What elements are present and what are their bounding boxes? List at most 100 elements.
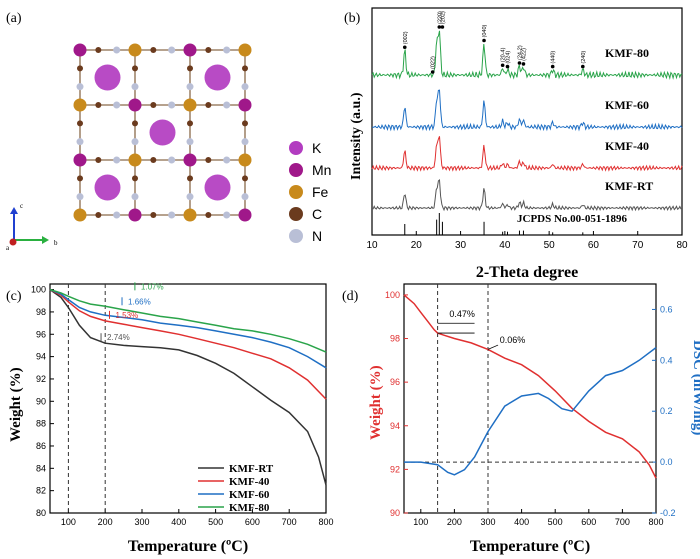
lattice-n-atom (223, 46, 231, 54)
lattice-n-atom (131, 83, 139, 91)
lattice-c-atom (150, 212, 157, 218)
tga-legend-label: KMF-80 (229, 502, 270, 514)
dsc-left-y-tick-label: 96 (390, 377, 400, 387)
tga-x-tick-label: 500 (208, 517, 223, 527)
lattice-c-atom (132, 120, 138, 127)
xrd-peak-label: (440) (551, 51, 557, 64)
axis-a-label: a (6, 244, 10, 252)
lattice-c-atom (132, 65, 138, 72)
lattice-n-atom (131, 138, 139, 146)
lattice-n-atom (113, 46, 121, 54)
xrd-x-tick-label: 80 (676, 240, 688, 251)
axis-b-label: b (54, 239, 58, 247)
lattice-c-atom (205, 102, 212, 108)
xrd-peak-marker (430, 70, 435, 74)
lattice-metal-atom (73, 98, 87, 112)
legend-atom-k-label: K (312, 140, 322, 156)
lattice-c-atom (77, 175, 83, 182)
xrd-peak-marker (505, 64, 510, 69)
tga-legend-label: KMF-40 (229, 476, 270, 488)
panel-d: (d) 100 200 300 400 500 600 700 800909294969810… (342, 283, 700, 555)
lattice-metal-atom (238, 98, 252, 112)
dsc-x-tick-label: 200 (447, 517, 462, 527)
lattice-n-atom (241, 83, 249, 91)
lattice-metal-atom (183, 208, 197, 222)
xrd-peak-label: (24-2) (517, 45, 523, 60)
lattice-n-atom (186, 138, 194, 146)
xrd-plot: 10 20 30 40 50 60 70 80 KMF-80 KMF-60 KMF-40 KMF-RT… (366, 11, 688, 251)
xrd-peak-marker (521, 62, 526, 66)
tga-y-tick-label: 100 (31, 285, 46, 295)
axis-a-dot (9, 238, 17, 246)
lattice-c-atom (95, 47, 102, 53)
lattice-n-atom (76, 83, 84, 91)
lattice-n-atom (223, 156, 231, 164)
legend-atom-c-swatch (289, 207, 303, 221)
lattice-c-atom (205, 157, 212, 163)
lattice-n-atom (131, 193, 139, 201)
panel-c-label: (c) (6, 289, 22, 304)
tga-y-tick-label: 94 (36, 352, 46, 362)
xrd-series-line (371, 30, 683, 80)
lattice-c-atom (150, 157, 157, 163)
tga-y-tick-label: 92 (36, 374, 46, 384)
axis-triad: c a b (6, 202, 58, 252)
lattice-n-atom (241, 138, 249, 146)
lattice-n-atom (76, 138, 84, 146)
xrd-x-tick-label: 30 (455, 240, 467, 251)
atom-legend: K Mn Fe CN (289, 140, 331, 244)
tga-plot-frame (49, 283, 327, 514)
tga-x-tick-label: 800 (318, 517, 333, 527)
lattice-c-atom (150, 47, 157, 53)
dsc-right-y-tick-label: 0.4 (660, 355, 673, 365)
xrd-peak-marker (437, 25, 442, 29)
tga-y-tick-label: 98 (36, 307, 46, 317)
lattice-metal-atom (238, 153, 252, 167)
xrd-peak-label: (240) (581, 51, 587, 64)
tga-plot: 100 200 300 400 500 600 700 800 80 82 84 86 88 90 92 94… (31, 282, 334, 527)
lattice-n-atom (223, 101, 231, 109)
lattice-n-atom (113, 211, 121, 219)
tga-legend-label: KMF-60 (229, 489, 270, 501)
lattice-c-atom (187, 120, 193, 127)
crystal-structure-illustration (73, 43, 252, 222)
lattice-k-atom (204, 64, 231, 91)
xrd-peak-label: (040) (482, 24, 488, 37)
tga-dsc-right-axis-label: DSC (mW/mg) (690, 340, 700, 435)
xrd-y-axis-label: Intensity (a.u.) (349, 92, 364, 180)
lattice-c-atom (205, 47, 212, 53)
panel-a-label: (a) (6, 11, 22, 26)
lattice-n-atom (223, 211, 231, 219)
xrd-series-label: KMF-80 (605, 46, 649, 60)
lattice-c-atom (205, 212, 212, 218)
xrd-peak-marker (517, 61, 522, 65)
tga-series-line (49, 288, 327, 353)
tga-y-tick-label: 86 (36, 441, 46, 451)
lattice-c-atom (242, 65, 248, 72)
lattice-c-atom (187, 175, 193, 182)
panel-d-label: (d) (342, 289, 359, 304)
tga-dsc-plot-frame (403, 283, 657, 514)
xrd-peak-label: (220) (437, 11, 443, 24)
xrd-x-tick-label: 40 (499, 240, 511, 251)
tga-x-tick-label: 700 (282, 517, 297, 527)
xrd-peak-label: (20-4) (501, 47, 507, 62)
lattice-metal-atom (238, 208, 252, 222)
dsc-left-y-tick-label: 98 (390, 334, 400, 344)
lattice-n-atom (186, 193, 194, 201)
tga-series-line (49, 288, 327, 486)
panel-b: (b) 10 20 30 40 50 60 70 80 KMF-80 KMF-60 KMF-40 KM… (344, 7, 688, 281)
lattice-c-atom (187, 65, 193, 72)
tga-series-line (49, 288, 327, 369)
xrd-x-tick-label: 10 (366, 240, 378, 251)
xrd-series-label: KMF-60 (605, 98, 649, 112)
dsc-x-tick-label: 100 (413, 517, 428, 527)
lattice-metal-atom (128, 98, 142, 112)
tga-dsc-plot: 100 200 300 400 500 600 700 800 90 92 94 96 98 100 -0.… (385, 284, 676, 527)
tga-x-tick-label: 400 (171, 517, 186, 527)
dsc-x-tick-label: 800 (648, 517, 663, 527)
xrd-peak-label: (202) (440, 11, 446, 24)
xrd-plot-frame (371, 7, 683, 236)
xrd-peak-marker (550, 64, 555, 69)
